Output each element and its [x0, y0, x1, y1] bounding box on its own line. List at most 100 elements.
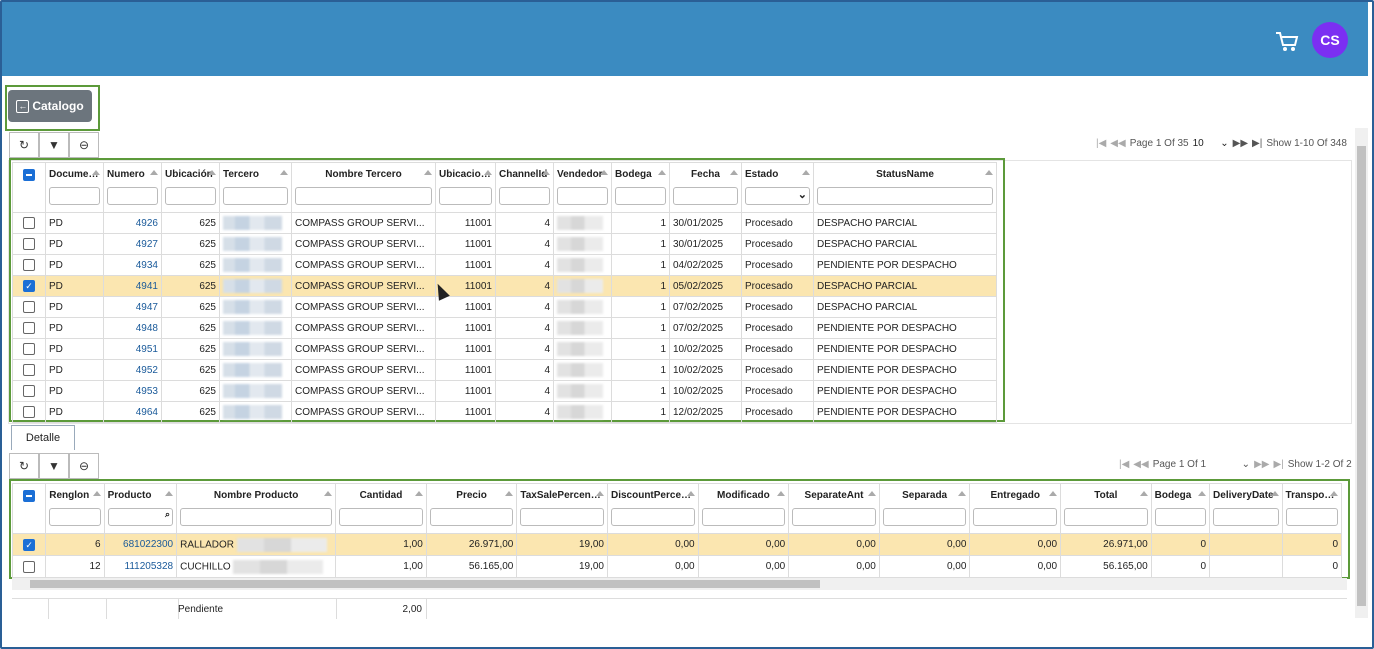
vertical-scrollbar-thumb[interactable]	[1357, 146, 1366, 606]
filter-input-cantidad[interactable]	[339, 508, 423, 526]
sort-icon[interactable]	[1330, 491, 1338, 496]
detail-column-header-precio[interactable]: Precio	[425, 483, 518, 534]
detail-column-header-taxsalepercentage[interactable]: TaxSalePercentage	[516, 483, 608, 534]
filter-input-precio[interactable]	[429, 508, 514, 526]
table-row[interactable]: PD 4952 625 COMPASS GROUP SERVI... 11001 4 1 10…	[12, 359, 997, 381]
refresh-button[interactable]: ↻	[9, 132, 39, 158]
sort-icon[interactable]	[777, 491, 786, 496]
filter-input-estado[interactable]: ⌄	[745, 187, 810, 205]
filter-input-entregado[interactable]	[973, 508, 1058, 526]
cell-numero-link[interactable]: 4941	[103, 275, 162, 297]
sort-icon[interactable]	[595, 491, 604, 496]
row-checkbox[interactable]	[12, 338, 46, 360]
row-checkbox[interactable]	[12, 233, 46, 255]
cell-numero-link[interactable]: 4934	[103, 254, 162, 276]
detail-column-header-entregado[interactable]: Entregado	[969, 483, 1062, 534]
detail-column-header-transporteri[interactable]: TransporterI	[1281, 483, 1343, 534]
filter-input-producto[interactable]: ⌕	[107, 508, 174, 526]
sort-icon[interactable]	[92, 170, 100, 175]
detail-column-header-producto[interactable]: Producto ⌕	[103, 483, 178, 534]
cell-numero-link[interactable]: 4947	[103, 296, 162, 318]
filter-input-deliverydate[interactable]	[1213, 508, 1279, 526]
filter-input-transporteri[interactable]	[1285, 508, 1338, 526]
vertical-scrollbar[interactable]	[1355, 128, 1368, 618]
row-checkbox[interactable]: ✓	[12, 275, 46, 297]
avatar[interactable]: CS	[1312, 22, 1348, 58]
filter-input-tercero[interactable]	[223, 187, 288, 205]
page-size-select[interactable]: 10 ⌄	[1192, 138, 1229, 149]
detail-column-header-bodega[interactable]: Bodega	[1150, 483, 1211, 534]
sort-icon[interactable]	[208, 170, 216, 175]
filter-input-vendedor[interactable]	[557, 187, 608, 205]
table-row[interactable]: 12 111205328 CUCHILLO 1,00 56.165,00 19,00 0,…	[11, 555, 1343, 578]
column-header-nombre-tercero[interactable]: Nombre Tercero	[291, 162, 436, 213]
table-row[interactable]: PD 4934 625 COMPASS GROUP SERVI... 11001 4 1 04…	[12, 254, 997, 276]
column-header-bodega[interactable]: Bodega	[611, 162, 670, 213]
sort-icon[interactable]	[658, 170, 666, 175]
sort-icon[interactable]	[1139, 491, 1148, 496]
sort-icon[interactable]	[867, 491, 876, 496]
chevron-down-icon[interactable]: ⌄	[1241, 459, 1251, 470]
filter-input-renglon[interactable]	[49, 508, 101, 526]
filter-input-nombre-tercero[interactable]	[295, 187, 432, 205]
filter-input-nombre-producto[interactable]	[180, 508, 333, 526]
last-page-icon[interactable]: ▶|	[1273, 459, 1284, 470]
cell-numero-link[interactable]: 4927	[103, 233, 162, 255]
detail-column-header-cantidad[interactable]: Cantidad	[335, 483, 427, 534]
cell-numero-link[interactable]: 4951	[103, 338, 162, 360]
column-header-documento[interactable]: Documento	[45, 162, 104, 213]
row-checkbox[interactable]	[12, 296, 46, 318]
select-all-checkbox-box[interactable]	[23, 169, 35, 181]
sort-icon[interactable]	[165, 491, 174, 496]
column-header-ubicaci-n[interactable]: Ubicación	[161, 162, 220, 213]
cell-numero-link[interactable]: 4952	[103, 359, 162, 381]
last-page-icon[interactable]: ▶|	[1252, 138, 1263, 149]
filter-input-statusname[interactable]	[817, 187, 993, 205]
sort-icon[interactable]	[1270, 491, 1279, 496]
column-header-ubicacionge[interactable]: UbicacionGe	[435, 162, 496, 213]
sort-icon[interactable]	[686, 491, 695, 496]
column-header-vendedor[interactable]: Vendedor	[553, 162, 612, 213]
sort-icon[interactable]	[484, 170, 492, 175]
next-page-icon[interactable]: ▶▶	[1254, 459, 1270, 470]
cart-icon[interactable]	[1274, 30, 1300, 54]
row-checkbox[interactable]	[12, 359, 46, 381]
detail-column-header-renglon[interactable]: Renglon	[45, 483, 105, 534]
column-header-channelid[interactable]: ChannelId	[495, 162, 554, 213]
column-header-estado[interactable]: Estado ⌄	[741, 162, 814, 213]
filter-input-separada[interactable]	[882, 508, 967, 526]
row-checkbox[interactable]	[12, 317, 46, 339]
horizontal-scrollbar[interactable]	[12, 578, 1347, 590]
column-header-numero[interactable]: Numero	[103, 162, 162, 213]
column-header-tercero[interactable]: Tercero	[219, 162, 292, 213]
detail-column-header-separada[interactable]: Separada	[878, 483, 971, 534]
table-row[interactable]: PD 4948 625 COMPASS GROUP SERVI... 11001 4 1 07…	[12, 317, 997, 339]
filter-button[interactable]: ▼	[39, 132, 69, 158]
sort-icon[interactable]	[505, 491, 514, 496]
row-checkbox[interactable]	[12, 380, 46, 402]
detail-column-header-modificado[interactable]: Modificado	[697, 483, 790, 534]
next-page-icon[interactable]: ▶▶	[1232, 138, 1249, 149]
filter-input-channelid[interactable]	[499, 187, 550, 205]
filter-input-documento[interactable]	[49, 187, 100, 205]
catalog-button[interactable]: ← Catalogo	[8, 90, 92, 122]
zoom-out-button[interactable]: ⊖	[69, 132, 99, 158]
detail-filter-button[interactable]: ▼	[39, 453, 69, 479]
select-all-checkbox[interactable]	[12, 162, 46, 213]
first-page-icon[interactable]: |◀	[1096, 138, 1107, 149]
table-row[interactable]: PD 4953 625 COMPASS GROUP SERVI... 11001 4 1 10…	[12, 380, 997, 402]
column-header-statusname[interactable]: StatusName	[813, 162, 997, 213]
filter-input-ubicaci-n[interactable]	[165, 187, 216, 205]
detail-zoom-out-button[interactable]: ⊖	[69, 453, 99, 479]
sort-icon[interactable]	[92, 491, 101, 496]
filter-input-bodega[interactable]	[1154, 508, 1207, 526]
filter-input-taxsalepercentage[interactable]	[520, 508, 604, 526]
sort-icon[interactable]	[1049, 491, 1058, 496]
tab-detalle[interactable]: Detalle	[11, 425, 75, 450]
row-checkbox[interactable]	[12, 254, 46, 276]
detail-column-header-deliverydate[interactable]: DeliveryDate	[1209, 483, 1283, 534]
row-checkbox[interactable]: ✓	[11, 533, 47, 556]
sort-icon[interactable]	[958, 491, 967, 496]
filter-input-ubicacionge[interactable]	[439, 187, 492, 205]
cell-producto-link[interactable]: 681022300	[103, 533, 178, 556]
